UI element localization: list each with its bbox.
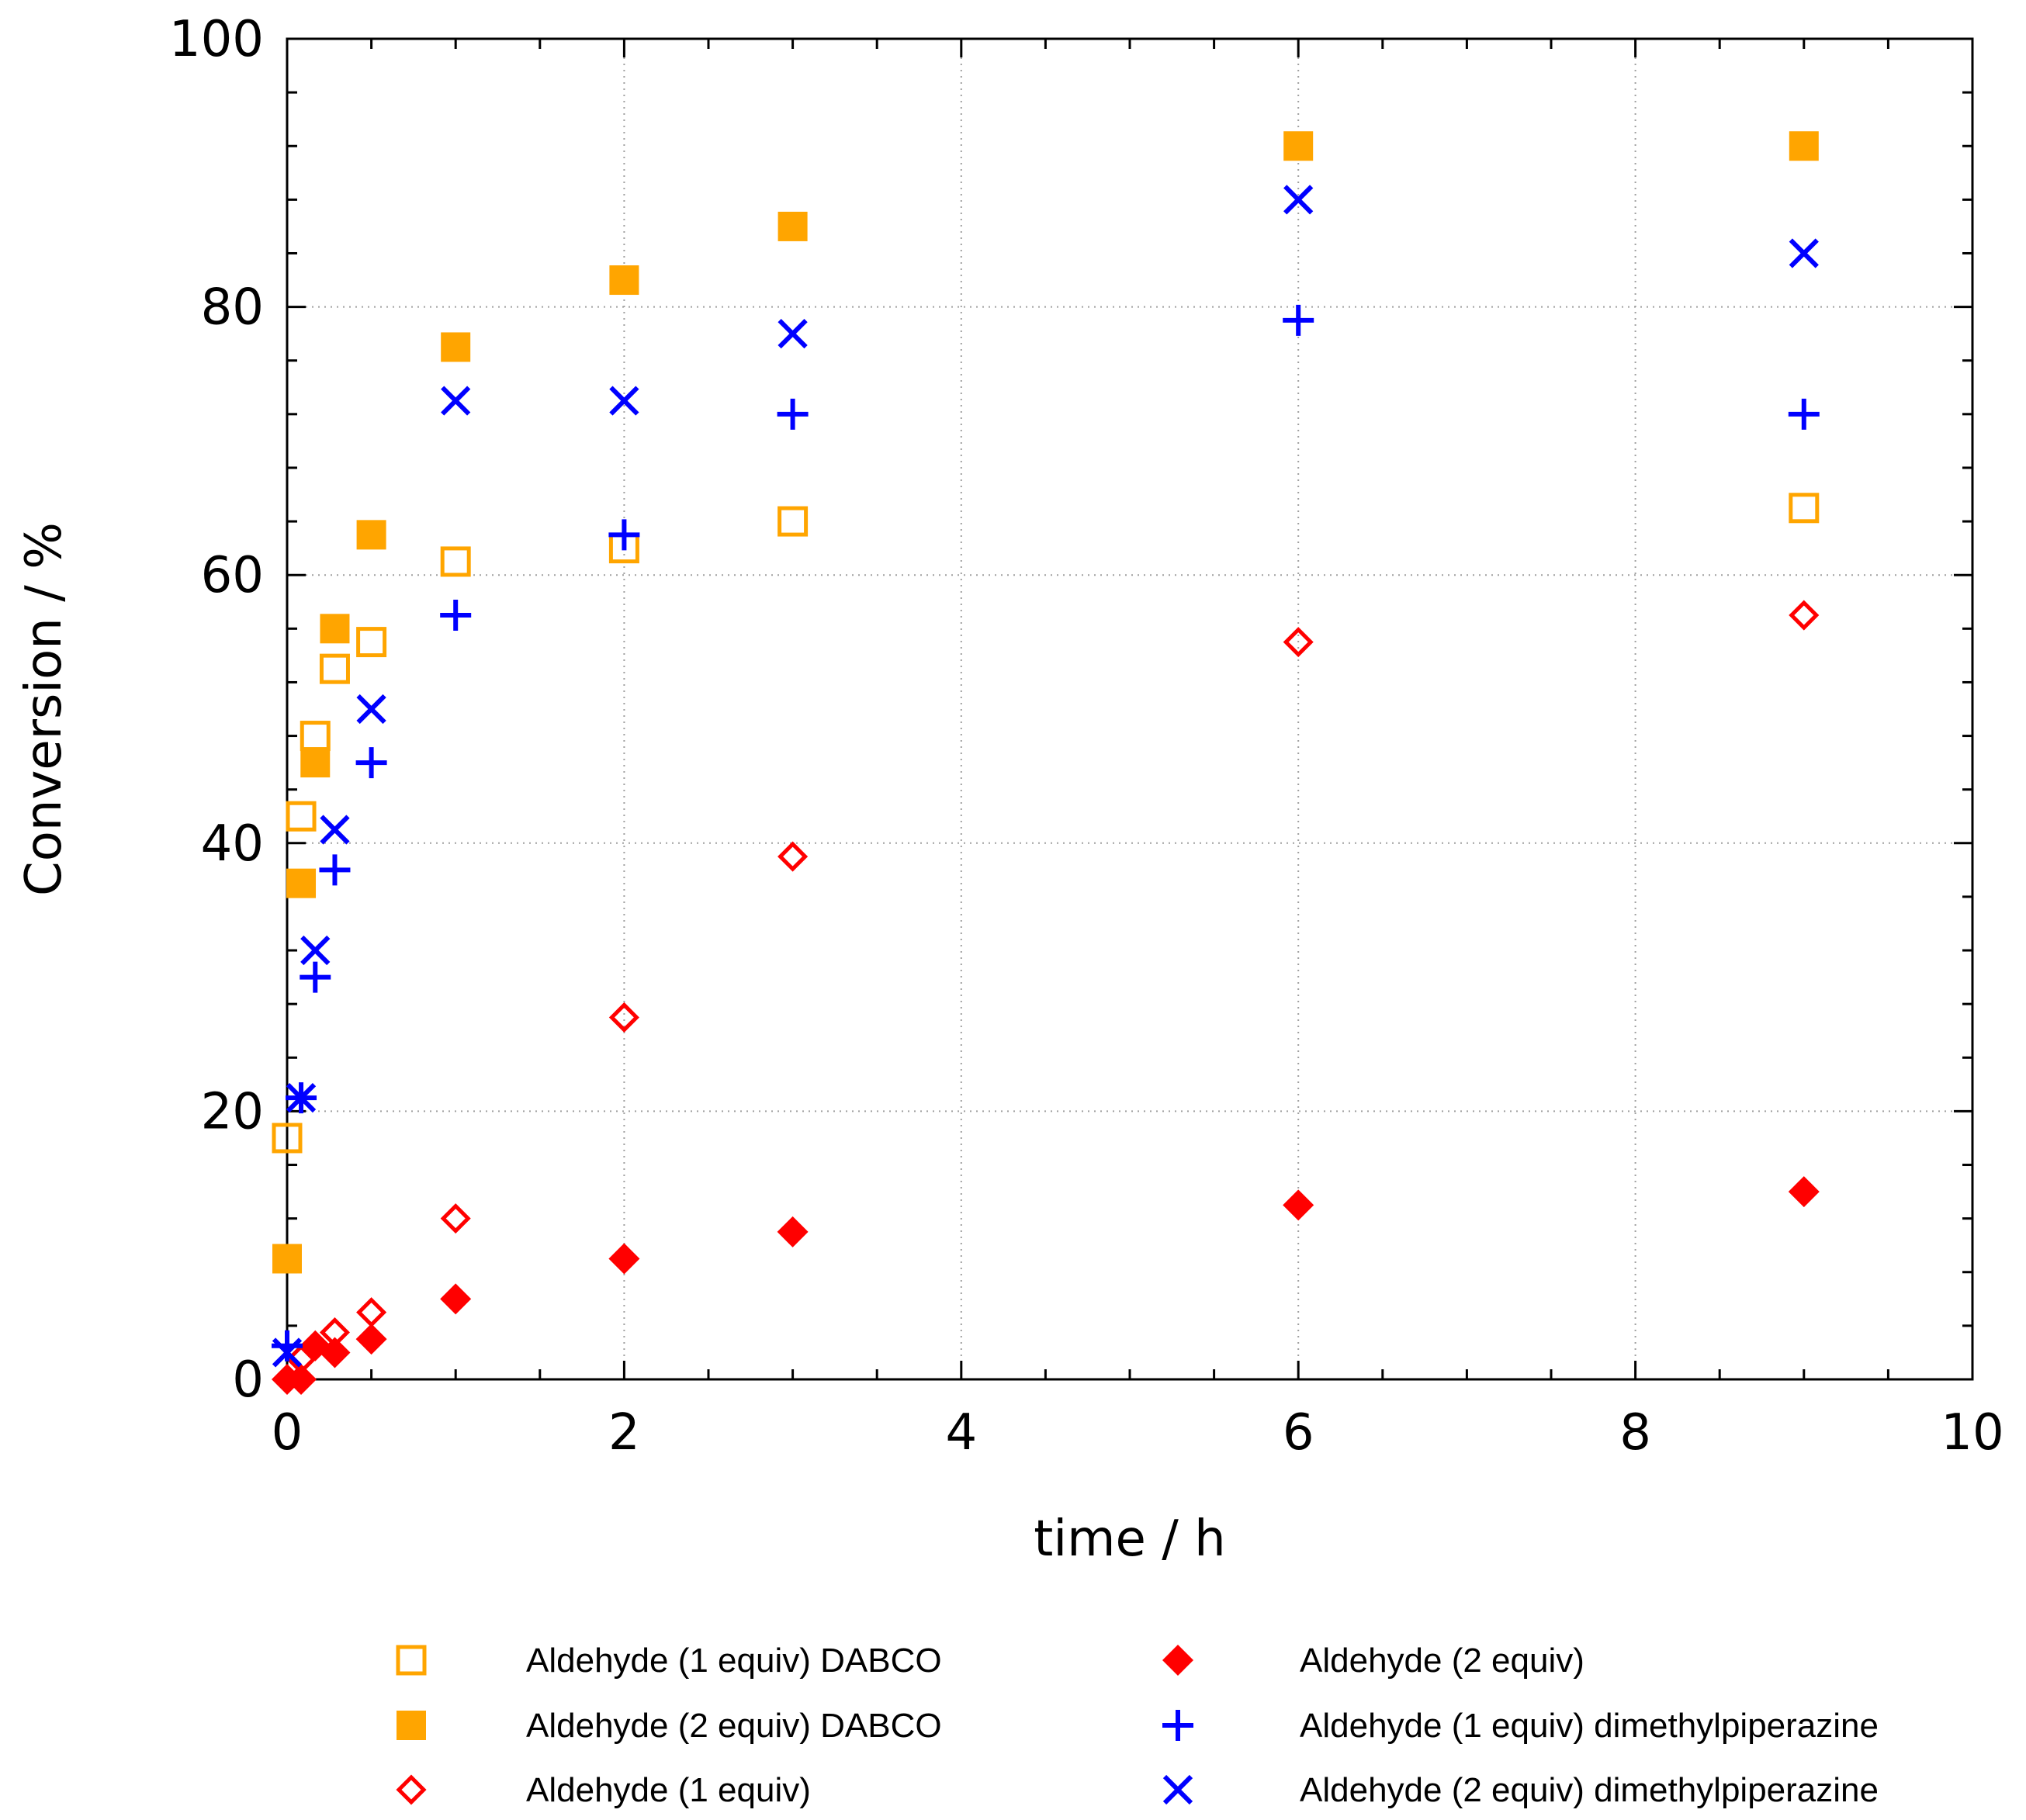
data-point: [286, 1364, 317, 1395]
data-point: [1788, 398, 1820, 430]
data-point: [608, 1002, 639, 1033]
data-point: [609, 265, 639, 296]
data-point: [1283, 185, 1314, 215]
x-axis-title: time / h: [1034, 1510, 1225, 1568]
data-point: [608, 1243, 640, 1275]
data-point: [1788, 1176, 1820, 1208]
data-point: [320, 614, 350, 644]
legend-label: Aldehyde (2 equiv) dimethylpiperazine: [1300, 1771, 1879, 1809]
x-tick-label: 8: [1619, 1404, 1651, 1462]
data-point: [272, 1123, 303, 1154]
data-point: [608, 519, 640, 551]
legend-marker: [1162, 1774, 1193, 1805]
y-tick-label: 100: [169, 11, 264, 68]
data-point: [777, 398, 809, 430]
data-point: [1789, 131, 1819, 161]
y-tick-label: 40: [201, 815, 264, 873]
legend-marker: [1162, 1645, 1193, 1676]
data-point: [272, 1244, 302, 1274]
data-point: [300, 935, 331, 966]
legend-marker: [397, 1711, 426, 1740]
data-point: [777, 506, 809, 537]
data-point: [356, 627, 387, 658]
legend-marker: [1162, 1710, 1193, 1741]
x-tick-label: 2: [608, 1404, 640, 1462]
data-point: [609, 386, 639, 416]
legend-item: Aldehyde (1 equiv) dimethylpiperazine: [1162, 1707, 1879, 1745]
x-tick-label: 10: [1941, 1404, 2003, 1462]
data-point: [441, 386, 471, 416]
data-point: [300, 721, 331, 752]
data-point: [319, 653, 350, 684]
series-4: [272, 1176, 1820, 1395]
data-point: [272, 1330, 303, 1362]
legend-label: Aldehyde (1 equiv) DABCO: [526, 1642, 942, 1680]
legend-label: Aldehyde (2 equiv): [1300, 1642, 1584, 1680]
series-3: [272, 600, 1820, 1395]
data-point: [441, 332, 471, 362]
data-point: [355, 747, 387, 779]
data-point: [440, 1283, 472, 1315]
legend-marker: [396, 1645, 427, 1676]
data-point: [777, 841, 809, 872]
data-point: [1283, 304, 1314, 336]
plot-frame: [286, 37, 1974, 1381]
data-point: [286, 1082, 317, 1113]
legend-item: Aldehyde (1 equiv) DABCO: [396, 1642, 942, 1680]
data-point: [300, 961, 331, 993]
y-tick-label: 20: [201, 1083, 264, 1140]
data-point: [1789, 238, 1819, 268]
x-tick-label: 4: [945, 1404, 977, 1462]
y-tick-label: 60: [201, 547, 264, 604]
legend-item: Aldehyde (2 equiv) dimethylpiperazine: [1162, 1771, 1879, 1809]
data-point: [300, 748, 331, 778]
data-point: [1789, 493, 1820, 524]
x-tick-label: 0: [272, 1404, 303, 1462]
y-tick-label: 80: [201, 279, 264, 337]
legend-label: Aldehyde (2 equiv) DABCO: [526, 1707, 942, 1745]
data-point: [286, 868, 317, 898]
series-2: [272, 131, 1819, 1274]
data-point: [356, 520, 386, 550]
y-tick-labels: 0 20 40 60 80 100: [169, 11, 264, 1409]
data-point: [356, 694, 386, 725]
data-point: [440, 600, 472, 631]
series-1: [272, 493, 1820, 1154]
legend-label: Aldehyde (1 equiv): [526, 1771, 811, 1809]
data-point: [440, 1203, 471, 1234]
legend-item: Aldehyde (2 equiv) DABCO: [397, 1707, 942, 1745]
data-point: [777, 1216, 809, 1247]
legend-item: Aldehyde (1 equiv): [396, 1771, 811, 1809]
y-tick-label: 0: [232, 1351, 264, 1409]
data-point: [355, 1323, 387, 1355]
axis-ticks: [286, 37, 1974, 1381]
legend: Aldehyde (1 equiv) DABCO Aldehyde (2 equi…: [396, 1642, 1879, 1809]
data-point: [1283, 627, 1314, 658]
data-points: [272, 131, 1820, 1395]
data-point: [272, 1337, 303, 1368]
data-point: [286, 801, 317, 832]
data-point: [777, 211, 808, 241]
x-tick-labels: 0 2 4 6 8 10: [272, 1404, 2004, 1462]
y-axis-title: Conversion / %: [16, 522, 73, 896]
data-point: [319, 854, 351, 886]
data-point: [319, 1337, 351, 1368]
data-point: [320, 815, 350, 845]
series-5: [272, 304, 1820, 1362]
legend-label: Aldehyde (1 equiv) dimethylpiperazine: [1300, 1707, 1879, 1745]
data-point: [1283, 1189, 1314, 1221]
data-point: [777, 319, 808, 349]
grid-lines: [287, 39, 1972, 1379]
x-tick-label: 6: [1283, 1404, 1314, 1462]
data-point: [1789, 600, 1820, 631]
data-point: [356, 1297, 387, 1328]
data-point: [440, 546, 471, 577]
series-6: [272, 185, 1819, 1368]
data-point: [1283, 131, 1314, 161]
legend-item: Aldehyde (2 equiv): [1162, 1642, 1584, 1680]
legend-marker: [396, 1774, 427, 1805]
